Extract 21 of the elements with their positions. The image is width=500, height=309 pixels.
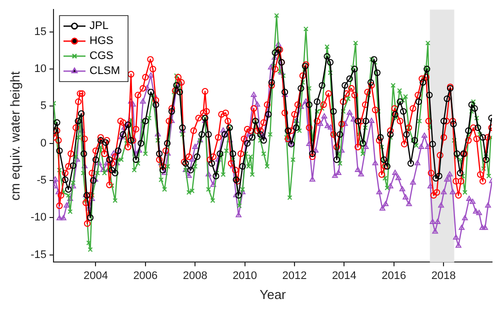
y-tick-label: 5: [40, 100, 46, 112]
x-axis-title: Year: [260, 286, 287, 302]
x-tick-label: 2016: [382, 270, 406, 282]
x-tick-label: 2006: [133, 270, 158, 282]
y-tick-label: -5: [36, 174, 46, 187]
y-tick-label: 10: [34, 63, 46, 76]
x-tick-label: 2008: [182, 270, 208, 282]
legend-label: CLSM: [90, 65, 120, 78]
x-tick-label: 2014: [332, 270, 356, 282]
y-tick-label: -15: [30, 248, 46, 261]
legend-label: CGS: [90, 50, 114, 62]
y-tick-label: 15: [34, 26, 46, 38]
y-tick-label: -10: [30, 212, 46, 224]
legend-label: HGS: [90, 35, 114, 48]
x-tick-label: 2004: [83, 270, 108, 282]
x-tick-label: 2010: [232, 270, 258, 282]
y-axis-title: cm equiv. water height: [7, 70, 22, 200]
x-tick-label: 2018: [431, 270, 456, 282]
legend-label: JPL: [90, 20, 108, 32]
x-tick-label: 2012: [282, 270, 307, 282]
y-tick-label: 0: [40, 137, 46, 150]
